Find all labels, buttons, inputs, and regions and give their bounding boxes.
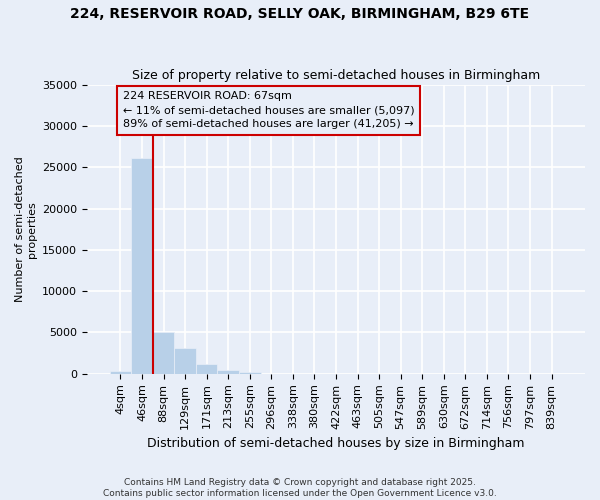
Bar xyxy=(217,370,239,374)
Text: 224, RESERVOIR ROAD, SELLY OAK, BIRMINGHAM, B29 6TE: 224, RESERVOIR ROAD, SELLY OAK, BIRMINGH… xyxy=(70,8,530,22)
Bar xyxy=(110,370,131,374)
Bar xyxy=(196,364,217,374)
Bar xyxy=(239,372,260,374)
Text: Contains HM Land Registry data © Crown copyright and database right 2025.
Contai: Contains HM Land Registry data © Crown c… xyxy=(103,478,497,498)
Bar xyxy=(153,332,175,374)
Y-axis label: Number of semi-detached
properties: Number of semi-detached properties xyxy=(15,156,37,302)
Bar xyxy=(175,348,196,374)
Text: 224 RESERVOIR ROAD: 67sqm
← 11% of semi-detached houses are smaller (5,097)
89% : 224 RESERVOIR ROAD: 67sqm ← 11% of semi-… xyxy=(122,91,414,129)
Bar xyxy=(131,158,153,374)
X-axis label: Distribution of semi-detached houses by size in Birmingham: Distribution of semi-detached houses by … xyxy=(147,437,525,450)
Title: Size of property relative to semi-detached houses in Birmingham: Size of property relative to semi-detach… xyxy=(132,69,540,82)
